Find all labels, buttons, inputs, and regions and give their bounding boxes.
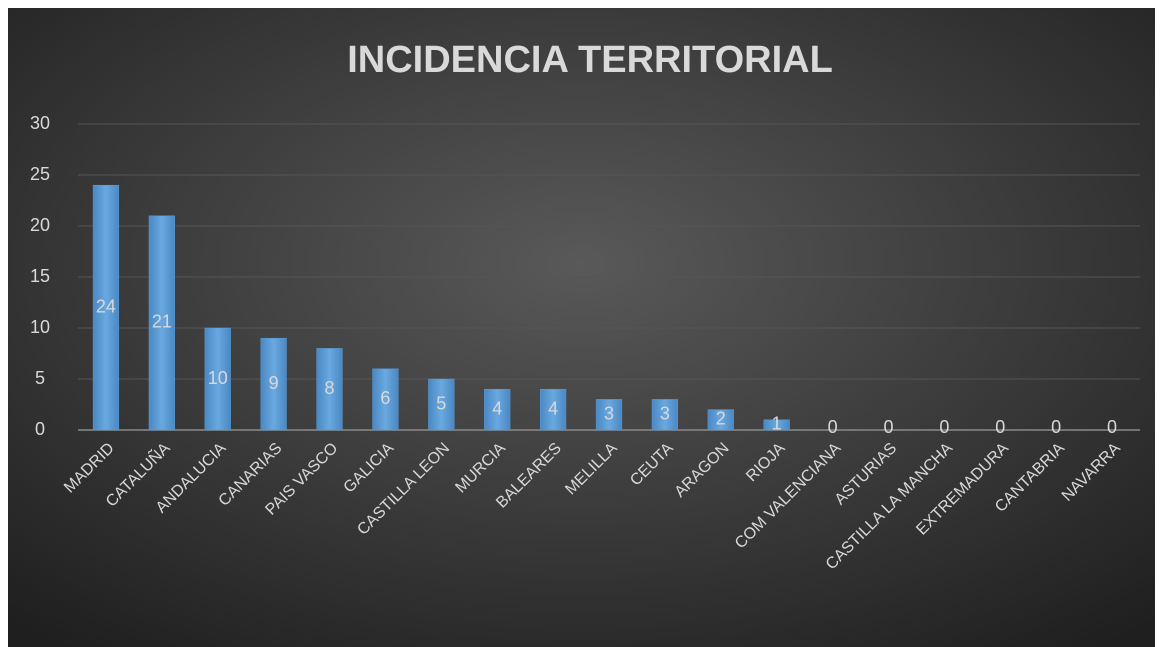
data-label: 0 [1107, 417, 1117, 437]
bar [595, 399, 623, 431]
data-label: 24 [96, 296, 116, 316]
data-label: 0 [883, 417, 893, 437]
data-label: 1 [772, 414, 782, 434]
data-label: 2 [716, 409, 726, 429]
y-tick-label: 10 [30, 317, 50, 337]
bar [651, 399, 679, 431]
bar [707, 409, 734, 431]
bar [763, 419, 790, 431]
y-tick-label: 0 [35, 419, 45, 439]
bar [204, 327, 231, 431]
data-label: 5 [436, 393, 446, 413]
bar [539, 388, 567, 431]
data-label: 10 [208, 368, 228, 388]
bar [372, 368, 399, 431]
data-label: 21 [152, 312, 172, 332]
data-label: 0 [995, 417, 1005, 437]
bar [316, 348, 343, 431]
y-tick-label: 20 [30, 215, 50, 235]
data-label: 3 [604, 403, 614, 423]
data-label: 0 [1051, 417, 1061, 437]
bar [428, 378, 455, 431]
y-tick-label: 25 [30, 164, 50, 184]
y-tick-label: 15 [30, 266, 50, 286]
data-label: 9 [269, 373, 279, 393]
bar [260, 337, 287, 431]
data-label: 6 [380, 388, 390, 408]
data-label: 4 [548, 398, 558, 418]
data-label: 3 [660, 403, 670, 423]
bar [484, 388, 511, 431]
data-label: 0 [828, 417, 838, 437]
data-label: 8 [325, 378, 335, 398]
bar [148, 215, 175, 431]
chart-title: INCIDENCIA TERRITORIAL [347, 39, 833, 81]
data-label: 4 [492, 398, 502, 418]
y-tick-label: 5 [35, 368, 45, 388]
bar [92, 184, 120, 431]
y-tick-label: 30 [30, 113, 50, 133]
data-label: 0 [939, 417, 949, 437]
